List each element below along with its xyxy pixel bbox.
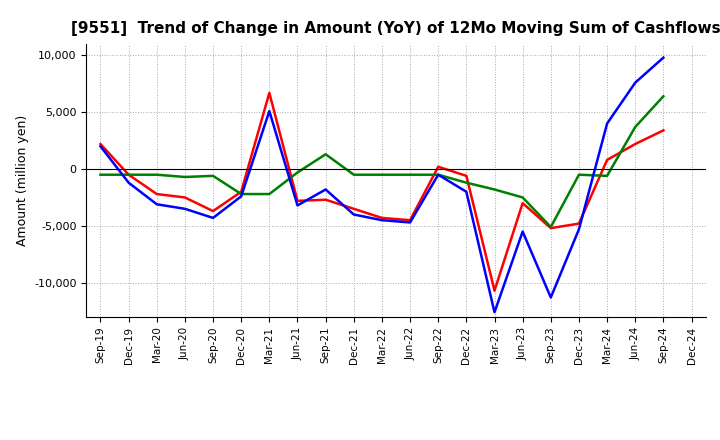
Operating Cashflow [546, 225, 555, 231]
Title: [9551]  Trend of Change in Amount (YoY) of 12Mo Moving Sum of Cashflows: [9551] Trend of Change in Amount (YoY) o… [71, 21, 720, 36]
Free Cashflow [462, 189, 471, 194]
Investing Cashflow [603, 173, 611, 179]
Investing Cashflow [181, 174, 189, 180]
Operating Cashflow [377, 215, 386, 220]
Investing Cashflow [462, 180, 471, 185]
Free Cashflow [575, 227, 583, 232]
Operating Cashflow [659, 128, 667, 133]
Free Cashflow [349, 212, 358, 217]
Investing Cashflow [406, 172, 415, 177]
Free Cashflow [546, 295, 555, 300]
Operating Cashflow [462, 173, 471, 179]
Investing Cashflow [209, 173, 217, 179]
Investing Cashflow [518, 195, 527, 200]
Operating Cashflow [293, 198, 302, 203]
Investing Cashflow [659, 94, 667, 99]
Operating Cashflow [518, 201, 527, 206]
Free Cashflow [181, 206, 189, 212]
Investing Cashflow [377, 172, 386, 177]
Free Cashflow [406, 220, 415, 225]
Line: Free Cashflow: Free Cashflow [101, 58, 663, 312]
Line: Operating Cashflow: Operating Cashflow [101, 93, 663, 291]
Operating Cashflow [153, 191, 161, 197]
Free Cashflow [518, 229, 527, 234]
Investing Cashflow [265, 191, 274, 197]
Investing Cashflow [153, 172, 161, 177]
Free Cashflow [293, 203, 302, 208]
Investing Cashflow [321, 152, 330, 157]
Free Cashflow [237, 194, 246, 199]
Investing Cashflow [349, 172, 358, 177]
Free Cashflow [603, 121, 611, 126]
Investing Cashflow [96, 172, 105, 177]
Line: Investing Cashflow: Investing Cashflow [101, 96, 663, 227]
Investing Cashflow [546, 224, 555, 230]
Operating Cashflow [603, 157, 611, 162]
Investing Cashflow [125, 172, 133, 177]
Operating Cashflow [181, 195, 189, 200]
Free Cashflow [377, 217, 386, 223]
Free Cashflow [434, 172, 443, 177]
Free Cashflow [659, 55, 667, 60]
Operating Cashflow [237, 189, 246, 194]
Operating Cashflow [125, 172, 133, 177]
Free Cashflow [96, 143, 105, 149]
Operating Cashflow [631, 141, 639, 147]
Investing Cashflow [575, 172, 583, 177]
Free Cashflow [209, 215, 217, 220]
Free Cashflow [321, 187, 330, 192]
Operating Cashflow [490, 288, 499, 293]
Free Cashflow [125, 180, 133, 185]
Operating Cashflow [265, 90, 274, 95]
Operating Cashflow [349, 206, 358, 212]
Investing Cashflow [237, 191, 246, 197]
Free Cashflow [153, 202, 161, 207]
Operating Cashflow [209, 209, 217, 214]
Operating Cashflow [96, 141, 105, 147]
Free Cashflow [490, 310, 499, 315]
Y-axis label: Amount (million yen): Amount (million yen) [16, 115, 29, 246]
Investing Cashflow [293, 170, 302, 175]
Free Cashflow [631, 80, 639, 85]
Investing Cashflow [631, 125, 639, 130]
Free Cashflow [265, 108, 274, 114]
Operating Cashflow [434, 164, 443, 169]
Investing Cashflow [434, 172, 443, 177]
Operating Cashflow [406, 217, 415, 223]
Operating Cashflow [575, 221, 583, 226]
Operating Cashflow [321, 197, 330, 202]
Investing Cashflow [490, 187, 499, 192]
